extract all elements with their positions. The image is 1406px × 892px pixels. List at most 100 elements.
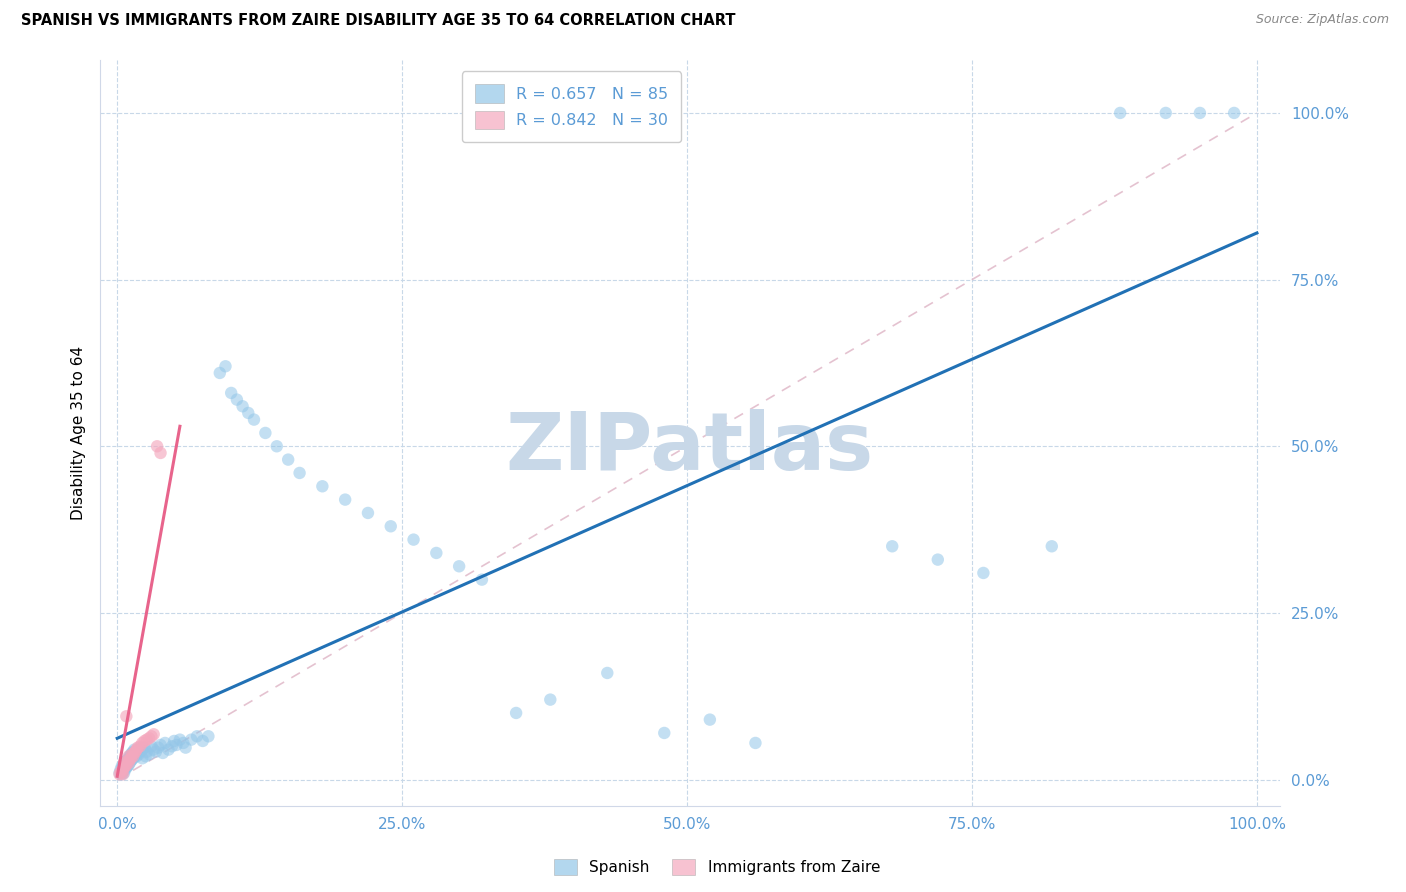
- Point: [118, 749, 141, 764]
- Point: [160, 739, 183, 754]
- Point: [142, 742, 165, 756]
- Point: [134, 740, 156, 755]
- Legend: R = 0.657   N = 85, R = 0.842   N = 30: R = 0.657 N = 85, R = 0.842 N = 30: [463, 71, 681, 142]
- Point: [114, 763, 136, 777]
- Point: [141, 729, 163, 743]
- Point: [449, 559, 471, 574]
- Point: [111, 767, 134, 781]
- Point: [121, 753, 143, 767]
- Point: [115, 754, 138, 768]
- Point: [149, 738, 172, 752]
- Point: [129, 740, 152, 755]
- Point: [117, 758, 139, 772]
- Point: [191, 734, 214, 748]
- Point: [108, 767, 131, 781]
- Point: [288, 466, 311, 480]
- Point: [120, 747, 142, 762]
- Point: [149, 446, 172, 460]
- Point: [121, 747, 143, 762]
- Point: [1040, 539, 1063, 553]
- Point: [169, 732, 191, 747]
- Point: [425, 546, 447, 560]
- Point: [1223, 106, 1246, 120]
- Point: [120, 754, 142, 768]
- Point: [699, 713, 721, 727]
- Point: [166, 738, 188, 752]
- Point: [219, 386, 242, 401]
- Point: [148, 740, 170, 755]
- Point: [111, 759, 134, 773]
- Point: [238, 406, 260, 420]
- Point: [333, 492, 356, 507]
- Point: [117, 749, 139, 764]
- Point: [111, 766, 134, 780]
- Point: [471, 573, 494, 587]
- Point: [172, 736, 194, 750]
- Point: [122, 745, 145, 759]
- Point: [124, 747, 146, 762]
- Point: [214, 359, 236, 374]
- Point: [125, 742, 148, 756]
- Point: [118, 756, 141, 770]
- Point: [122, 751, 145, 765]
- Point: [1188, 106, 1211, 120]
- Point: [232, 399, 254, 413]
- Point: [124, 742, 146, 756]
- Point: [118, 753, 141, 767]
- Point: [652, 726, 675, 740]
- Point: [596, 665, 619, 680]
- Point: [882, 539, 904, 553]
- Point: [117, 753, 139, 767]
- Point: [138, 731, 160, 746]
- Point: [131, 751, 153, 765]
- Point: [402, 533, 425, 547]
- Point: [110, 764, 132, 779]
- Point: [112, 756, 135, 770]
- Point: [744, 736, 766, 750]
- Point: [135, 732, 157, 747]
- Point: [243, 412, 266, 426]
- Point: [135, 749, 157, 764]
- Y-axis label: Disability Age 35 to 64: Disability Age 35 to 64: [72, 346, 86, 520]
- Point: [142, 727, 165, 741]
- Point: [111, 761, 134, 775]
- Point: [128, 747, 150, 762]
- Point: [124, 745, 146, 759]
- Point: [135, 745, 157, 759]
- Point: [538, 692, 561, 706]
- Point: [131, 736, 153, 750]
- Point: [129, 745, 152, 759]
- Point: [311, 479, 333, 493]
- Point: [134, 734, 156, 748]
- Point: [121, 746, 143, 760]
- Point: [927, 552, 949, 566]
- Point: [266, 439, 288, 453]
- Point: [163, 734, 186, 748]
- Point: [131, 742, 153, 756]
- Point: [505, 706, 527, 720]
- Point: [277, 452, 299, 467]
- Point: [254, 425, 277, 440]
- Text: ZIPatlas: ZIPatlas: [506, 409, 875, 487]
- Point: [117, 759, 139, 773]
- Point: [186, 729, 208, 743]
- Point: [129, 739, 152, 754]
- Point: [180, 732, 202, 747]
- Point: [111, 763, 134, 777]
- Point: [115, 758, 138, 772]
- Point: [138, 747, 160, 762]
- Point: [145, 745, 167, 759]
- Point: [120, 751, 142, 765]
- Point: [357, 506, 380, 520]
- Point: [117, 751, 139, 765]
- Point: [146, 439, 169, 453]
- Text: Source: ZipAtlas.com: Source: ZipAtlas.com: [1256, 13, 1389, 27]
- Point: [141, 739, 163, 754]
- Point: [112, 761, 135, 775]
- Point: [124, 749, 146, 764]
- Point: [380, 519, 402, 533]
- Point: [110, 763, 132, 777]
- Point: [208, 366, 231, 380]
- Point: [152, 746, 174, 760]
- Point: [225, 392, 247, 407]
